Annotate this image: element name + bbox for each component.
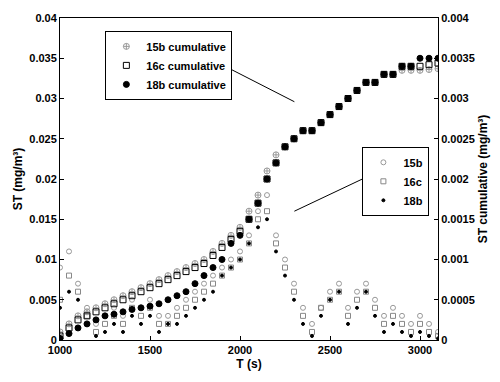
svg-text:0: 0 [51, 334, 57, 346]
svg-text:0.0015: 0.0015 [441, 213, 475, 225]
svg-text:0.0025: 0.0025 [441, 133, 475, 145]
svg-text:0.01: 0.01 [35, 253, 56, 265]
svg-text:0.03: 0.03 [35, 92, 56, 104]
svg-text:T (s): T (s) [236, 357, 261, 371]
svg-text:0.002: 0.002 [441, 173, 469, 185]
svg-text:0.003: 0.003 [441, 92, 469, 104]
svg-text:2000: 2000 [228, 344, 252, 356]
svg-text:ST (mg/m³): ST (mg/m³) [11, 148, 25, 211]
svg-text:0.0035: 0.0035 [441, 52, 475, 64]
svg-text:0.035: 0.035 [29, 52, 57, 64]
svg-text:0: 0 [441, 334, 447, 346]
svg-text:1500: 1500 [138, 344, 162, 356]
svg-text:ST cumulative (mg/m³): ST cumulative (mg/m³) [476, 115, 490, 244]
svg-text:0.015: 0.015 [29, 213, 57, 225]
svg-text:16c cumulative: 16c cumulative [146, 60, 225, 72]
svg-text:18b cumulative: 18b cumulative [146, 79, 225, 91]
svg-text:0.025: 0.025 [29, 133, 57, 145]
svg-text:2500: 2500 [318, 344, 342, 356]
svg-text:3000: 3000 [408, 344, 432, 356]
svg-text:16c: 16c [403, 176, 421, 188]
svg-text:0.005: 0.005 [29, 294, 57, 306]
svg-text:18b: 18b [403, 195, 422, 207]
svg-text:15b cumulative: 15b cumulative [146, 41, 225, 53]
svg-text:0.004: 0.004 [441, 12, 469, 24]
svg-text:15b: 15b [403, 157, 422, 169]
svg-text:0.04: 0.04 [35, 12, 57, 24]
svg-text:0.001: 0.001 [441, 253, 469, 265]
svg-text:0.0005: 0.0005 [441, 294, 475, 306]
svg-text:0.02: 0.02 [35, 173, 56, 185]
svg-text:1000: 1000 [48, 344, 72, 356]
